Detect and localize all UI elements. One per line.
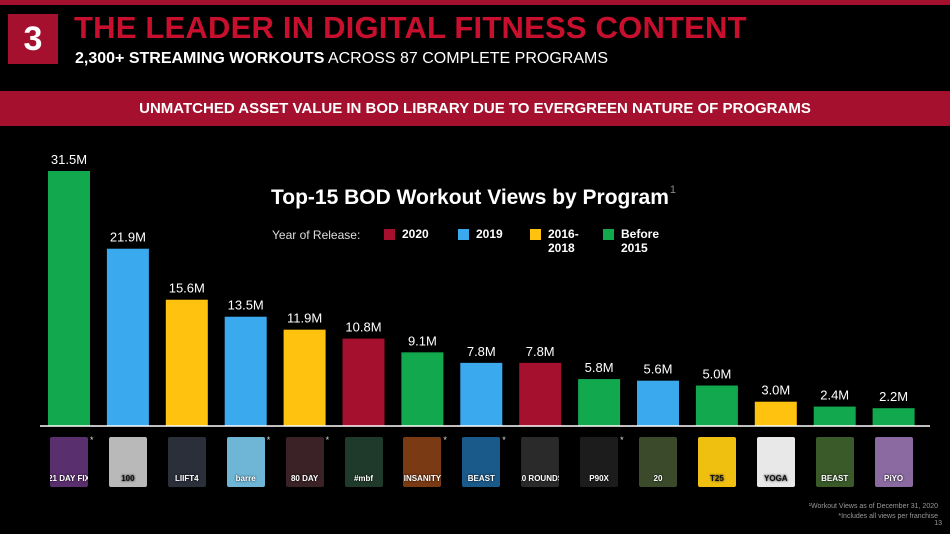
bar-10 xyxy=(578,379,621,426)
bar-8 xyxy=(460,362,503,426)
legend-swatch-before-2015 xyxy=(603,229,614,240)
program-thumbnail-label-1: 21 DAY FIX xyxy=(50,474,88,483)
program-thumbnail-label-12: T25 xyxy=(709,474,724,483)
legend-text-2020: 2020 xyxy=(402,227,429,241)
program-thumbnail-15: PiYO xyxy=(874,437,913,487)
franchise-asterisk-7: * xyxy=(443,435,447,445)
bar-value-label-8: 7.8M xyxy=(467,344,496,359)
legend-item-2016-2018: 2016- 2018 xyxy=(530,227,608,255)
legend-item-2020: 2020 xyxy=(384,227,462,241)
bar-11 xyxy=(637,380,679,426)
program-thumbnail-6: #mbf xyxy=(344,437,383,487)
bar-value-label-1: 31.5M xyxy=(51,152,87,167)
program-thumbnail-10: P90X xyxy=(580,437,619,487)
bar-15 xyxy=(872,408,915,426)
page-subtitle: 2,300+ STREAMING WORKOUTS ACROSS 87 COMP… xyxy=(75,50,608,68)
program-thumbnail-13: YOGA xyxy=(756,437,795,487)
bar-value-label-13: 3.0M xyxy=(761,383,790,398)
bar-5 xyxy=(283,329,326,426)
program-thumbnail-label-2: 100 xyxy=(121,474,135,483)
franchise-asterisk-4: * xyxy=(266,435,271,445)
program-thumbnail-14: BEAST xyxy=(815,437,854,487)
legend-text-2016-2018: 2016- 2018 xyxy=(548,227,579,255)
chart-title-footnote-mark: 1 xyxy=(669,184,677,196)
slide-number-badge: 3 xyxy=(8,14,58,64)
bar-4 xyxy=(224,316,267,426)
program-thumbnail-1: 21 DAY FIX xyxy=(50,437,88,487)
program-thumbnail-label-7: INSANITY xyxy=(403,474,442,483)
bar-7 xyxy=(401,352,444,426)
footnote-views-date: ¹Workout Views as of December 31, 2020 xyxy=(808,503,938,510)
franchise-asterisk-8: * xyxy=(502,435,506,445)
bar-value-label-5: 11.9M xyxy=(287,311,322,326)
bar-6 xyxy=(342,338,385,426)
footnote-franchise: *Includes all views per franchise xyxy=(838,513,938,520)
bar-13 xyxy=(754,401,797,426)
legend-label: Year of Release: xyxy=(272,228,361,242)
legend-swatch-2016-2018 xyxy=(530,229,541,240)
program-thumbnail-2: 100 xyxy=(108,437,147,487)
subtitle-rest: ACROSS 87 COMPLETE PROGRAMS xyxy=(324,50,608,67)
legend-item-2019: 2019 xyxy=(458,227,536,241)
bar-12 xyxy=(695,385,738,426)
bar-2 xyxy=(106,248,149,426)
program-thumbnail-8: BEAST xyxy=(462,437,501,487)
bar-value-label-14: 2.4M xyxy=(820,388,849,403)
bar-14 xyxy=(813,406,856,426)
bar-value-label-2: 21.9M xyxy=(110,230,146,245)
legend-text-2019: 2019 xyxy=(476,227,503,241)
bar-value-label-9: 7.8M xyxy=(526,344,555,359)
program-thumbnail-3: LIIFT4 xyxy=(167,437,206,487)
chart-title: Top-15 BOD Workout Views by Program1 xyxy=(271,184,677,210)
program-thumbnail-11: 20 xyxy=(639,437,677,487)
program-thumbnail-9: 10 ROUNDS xyxy=(521,437,560,487)
legend-text-before-2015: Before 2015 xyxy=(621,227,660,255)
franchise-asterisk-5: * xyxy=(325,435,330,445)
program-thumbnail-label-10: P90X xyxy=(589,474,609,483)
program-thumbnail-label-5: 80 DAY xyxy=(290,474,319,483)
program-thumbnail-7: INSANITY xyxy=(403,437,442,487)
bar-value-label-11: 5.6M xyxy=(644,362,673,377)
program-thumbnail-label-3: LIIFT4 xyxy=(175,474,199,483)
bar-value-label-6: 10.8M xyxy=(345,320,381,335)
chart-title-text: Top-15 BOD Workout Views by Program xyxy=(271,186,669,209)
top-accent-line xyxy=(0,0,950,5)
bar-value-label-7: 9.1M xyxy=(408,333,437,348)
program-thumbnail-4: barre xyxy=(226,437,265,487)
program-thumbnails: 21 DAY FIX * 100 LIIFT4 barre * 80 DAY * #mbf INS… xyxy=(0,435,950,489)
franchise-asterisk-1: * xyxy=(90,435,94,445)
page-title: THE LEADER IN DIGITAL FITNESS CONTENT xyxy=(74,10,747,45)
program-thumbnail-label-13: YOGA xyxy=(764,474,788,483)
bar-3 xyxy=(165,299,208,426)
bar-9 xyxy=(519,362,562,426)
legend-swatch-2020 xyxy=(384,229,395,240)
program-thumbnail-label-11: 20 xyxy=(653,474,663,483)
program-thumbnail-12: T25 xyxy=(697,437,736,487)
page-number: 13 xyxy=(934,520,942,527)
program-thumbnail-label-4: barre xyxy=(235,474,256,483)
legend-item-before-2015: Before 2015 xyxy=(603,227,681,255)
bar-value-label-3: 15.6M xyxy=(169,281,205,296)
franchise-asterisk-10: * xyxy=(620,435,624,445)
headline-banner: UNMATCHED ASSET VALUE IN BOD LIBRARY DUE… xyxy=(0,91,950,126)
program-thumbnail-label-14: BEAST xyxy=(821,474,849,483)
bar-value-label-15: 2.2M xyxy=(879,389,908,404)
subtitle-bold: 2,300+ STREAMING WORKOUTS xyxy=(75,50,325,67)
bar-value-label-4: 13.5M xyxy=(228,298,264,313)
program-thumbnail-label-8: BEAST xyxy=(467,474,495,483)
legend-swatch-2019 xyxy=(458,229,469,240)
bar-value-label-10: 5.8M xyxy=(585,360,614,375)
bar-value-label-12: 5.0M xyxy=(702,367,731,382)
program-thumbnail-label-9: 10 ROUNDS xyxy=(521,474,559,483)
program-thumbnail-label-6: #mbf xyxy=(353,474,374,483)
program-thumbnail-5: 80 DAY xyxy=(285,437,324,487)
program-thumbnail-label-15: PiYO xyxy=(884,474,904,483)
bar-1 xyxy=(48,171,90,426)
